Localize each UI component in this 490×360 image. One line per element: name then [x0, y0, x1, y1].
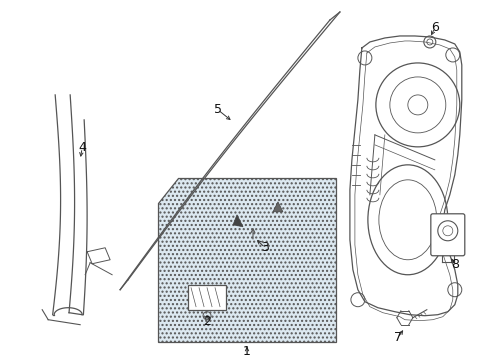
FancyBboxPatch shape — [188, 285, 226, 310]
Polygon shape — [233, 215, 243, 227]
Polygon shape — [273, 202, 283, 212]
Polygon shape — [158, 178, 336, 342]
Text: 3: 3 — [261, 241, 269, 254]
Text: 2: 2 — [203, 315, 211, 328]
Text: 1: 1 — [243, 345, 251, 358]
Text: 7: 7 — [394, 331, 402, 344]
Text: 5: 5 — [214, 103, 222, 116]
Text: 8: 8 — [451, 258, 459, 271]
Text: 4: 4 — [78, 141, 86, 154]
FancyBboxPatch shape — [431, 214, 465, 256]
Text: 6: 6 — [431, 22, 439, 35]
